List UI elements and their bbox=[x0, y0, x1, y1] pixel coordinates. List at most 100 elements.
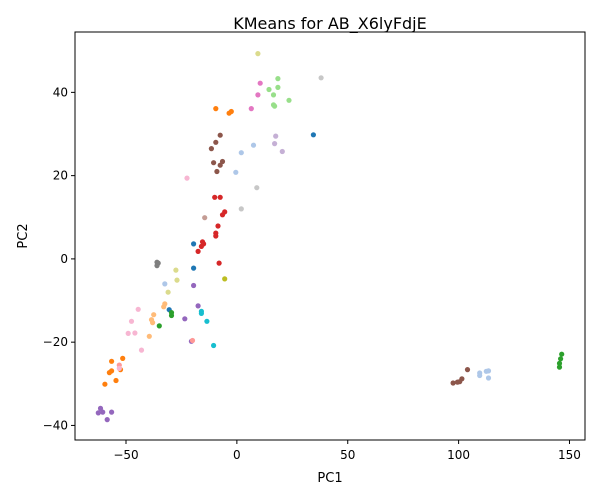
data-point-cluster-7-2 bbox=[154, 263, 160, 269]
data-point-cluster-14-1 bbox=[272, 141, 278, 147]
data-point-cluster-5-5 bbox=[217, 162, 223, 168]
data-point-cluster-4-7 bbox=[195, 303, 201, 309]
data-point-cluster-9-1 bbox=[198, 310, 204, 316]
data-point-cluster-10-0 bbox=[162, 281, 168, 287]
y-tick-label-1: −20 bbox=[43, 335, 68, 349]
data-point-cluster-2-2 bbox=[556, 360, 563, 366]
data-point-cluster-16-6 bbox=[116, 365, 122, 371]
data-point-cluster-18-2 bbox=[174, 277, 180, 283]
data-point-cluster-3-11 bbox=[216, 260, 222, 266]
data-point-cluster-14-2 bbox=[279, 148, 285, 155]
data-point-cluster-4-1 bbox=[95, 410, 101, 416]
data-point-cluster-10-1 bbox=[238, 150, 244, 156]
data-point-cluster-4-5 bbox=[182, 316, 188, 322]
x-axis-label: PC1 bbox=[317, 471, 342, 486]
data-point-cluster-5-4 bbox=[219, 158, 226, 165]
data-point-cluster-16-5 bbox=[138, 347, 145, 353]
data-point-cluster-17-2 bbox=[238, 206, 244, 212]
y-axis-ticks: −40 −20 0 20 40 bbox=[43, 85, 75, 432]
data-point-cluster-2-5 bbox=[168, 310, 175, 316]
data-point-cluster-17-1 bbox=[254, 185, 260, 191]
data-point-cluster-10-8 bbox=[485, 375, 492, 381]
y-tick-label-2: 0 bbox=[60, 252, 68, 266]
data-point-cluster-5-7 bbox=[464, 367, 471, 373]
data-point-cluster-3-6 bbox=[213, 233, 219, 239]
data-point-cluster-11-2 bbox=[151, 312, 157, 318]
x-tick-label-1: 0 bbox=[233, 448, 241, 462]
data-point-cluster-5-1 bbox=[213, 139, 219, 145]
y-tick-label-4: 40 bbox=[53, 85, 68, 99]
x-tick-label-3: 100 bbox=[447, 448, 470, 462]
data-point-cluster-3-7 bbox=[212, 194, 218, 200]
data-point-cluster-1-0 bbox=[213, 106, 219, 112]
data-point-cluster-12-6 bbox=[272, 103, 278, 109]
y-tick-label-3: 20 bbox=[53, 169, 68, 183]
data-point-cluster-2-3 bbox=[556, 364, 563, 370]
data-point-cluster-5-6 bbox=[214, 168, 220, 175]
data-point-cluster-0-0 bbox=[310, 132, 316, 138]
data-point-cluster-6-2 bbox=[248, 106, 254, 112]
data-point-cluster-12-1 bbox=[275, 84, 281, 90]
data-point-cluster-1-3 bbox=[109, 358, 115, 364]
data-point-cluster-0-1 bbox=[191, 241, 197, 247]
x-tick-label-4: 150 bbox=[558, 448, 581, 462]
data-point-cluster-16-0 bbox=[184, 175, 190, 181]
plot-frame bbox=[74, 31, 586, 441]
data-point-cluster-11-1 bbox=[161, 304, 167, 310]
x-tick-label-0: −50 bbox=[113, 448, 138, 462]
data-point-cluster-16-4 bbox=[125, 330, 131, 336]
data-point-cluster-9-3 bbox=[211, 342, 217, 349]
data-point-cluster-4-8 bbox=[191, 282, 197, 289]
data-point-cluster-1-9 bbox=[102, 381, 108, 387]
data-point-cluster-2-1 bbox=[558, 356, 564, 362]
data-point-cluster-3-3 bbox=[195, 248, 201, 254]
data-point-cluster-2-6 bbox=[156, 323, 162, 329]
y-tick-label-0: −40 bbox=[43, 418, 68, 432]
y-axis-label: PC2 bbox=[16, 223, 31, 248]
data-point-cluster-1-2 bbox=[226, 110, 232, 116]
data-point-cluster-10-5 bbox=[477, 372, 483, 379]
data-point-cluster-16-3 bbox=[132, 330, 138, 336]
data-point-cluster-4-4 bbox=[104, 417, 110, 423]
data-point-cluster-12-2 bbox=[266, 86, 272, 93]
data-point-cluster-0-2 bbox=[191, 265, 197, 271]
data-point-cluster-10-7 bbox=[485, 368, 492, 374]
data-point-cluster-16-1 bbox=[135, 306, 141, 312]
data-point-cluster-16-2 bbox=[128, 318, 135, 324]
x-axis-ticks: −50 0 50 100 150 bbox=[113, 440, 581, 462]
chart-title: KMeans for AB_X6lyFdjE bbox=[233, 14, 426, 34]
data-point-cluster-3-2 bbox=[198, 243, 204, 249]
data-point-cluster-11-4 bbox=[150, 320, 156, 326]
data-point-cluster-5-10 bbox=[450, 380, 456, 386]
data-point-cluster-6-1 bbox=[255, 92, 261, 98]
data-point-cluster-3-10 bbox=[219, 212, 226, 218]
data-point-cluster-4-3 bbox=[109, 409, 115, 415]
data-point-cluster-10-2 bbox=[250, 142, 257, 148]
data-point-cluster-18-3 bbox=[165, 289, 171, 295]
data-point-cluster-5-11 bbox=[454, 379, 461, 385]
data-point-cluster-2-0 bbox=[559, 351, 565, 357]
data-point-cluster-1-5 bbox=[113, 377, 119, 384]
data-point-cluster-5-2 bbox=[208, 146, 214, 152]
data-point-cluster-18-0 bbox=[255, 51, 261, 57]
data-point-cluster-3-4 bbox=[215, 223, 221, 229]
data-point-cluster-12-3 bbox=[270, 92, 277, 98]
data-point-cluster-14-0 bbox=[273, 133, 279, 139]
data-point-cluster-12-4 bbox=[286, 97, 292, 103]
data-point-cluster-8-0 bbox=[222, 276, 228, 282]
data-point-cluster-10-3 bbox=[233, 169, 239, 175]
data-point-cluster-12-0 bbox=[275, 76, 281, 82]
data-point-cluster-18-1 bbox=[173, 267, 179, 273]
x-tick-label-2: 50 bbox=[340, 448, 355, 462]
data-point-cluster-11-5 bbox=[146, 333, 152, 339]
data-point-cluster-6-0 bbox=[257, 80, 263, 86]
data-points bbox=[95, 51, 565, 423]
data-point-cluster-5-3 bbox=[211, 160, 217, 166]
data-point-cluster-9-2 bbox=[204, 318, 210, 324]
data-point-cluster-1-4 bbox=[120, 355, 126, 361]
data-point-cluster-1-8 bbox=[109, 368, 115, 374]
data-point-cluster-15-0 bbox=[202, 215, 208, 221]
data-point-cluster-4-2 bbox=[100, 409, 106, 415]
data-point-cluster-5-0 bbox=[217, 132, 223, 138]
